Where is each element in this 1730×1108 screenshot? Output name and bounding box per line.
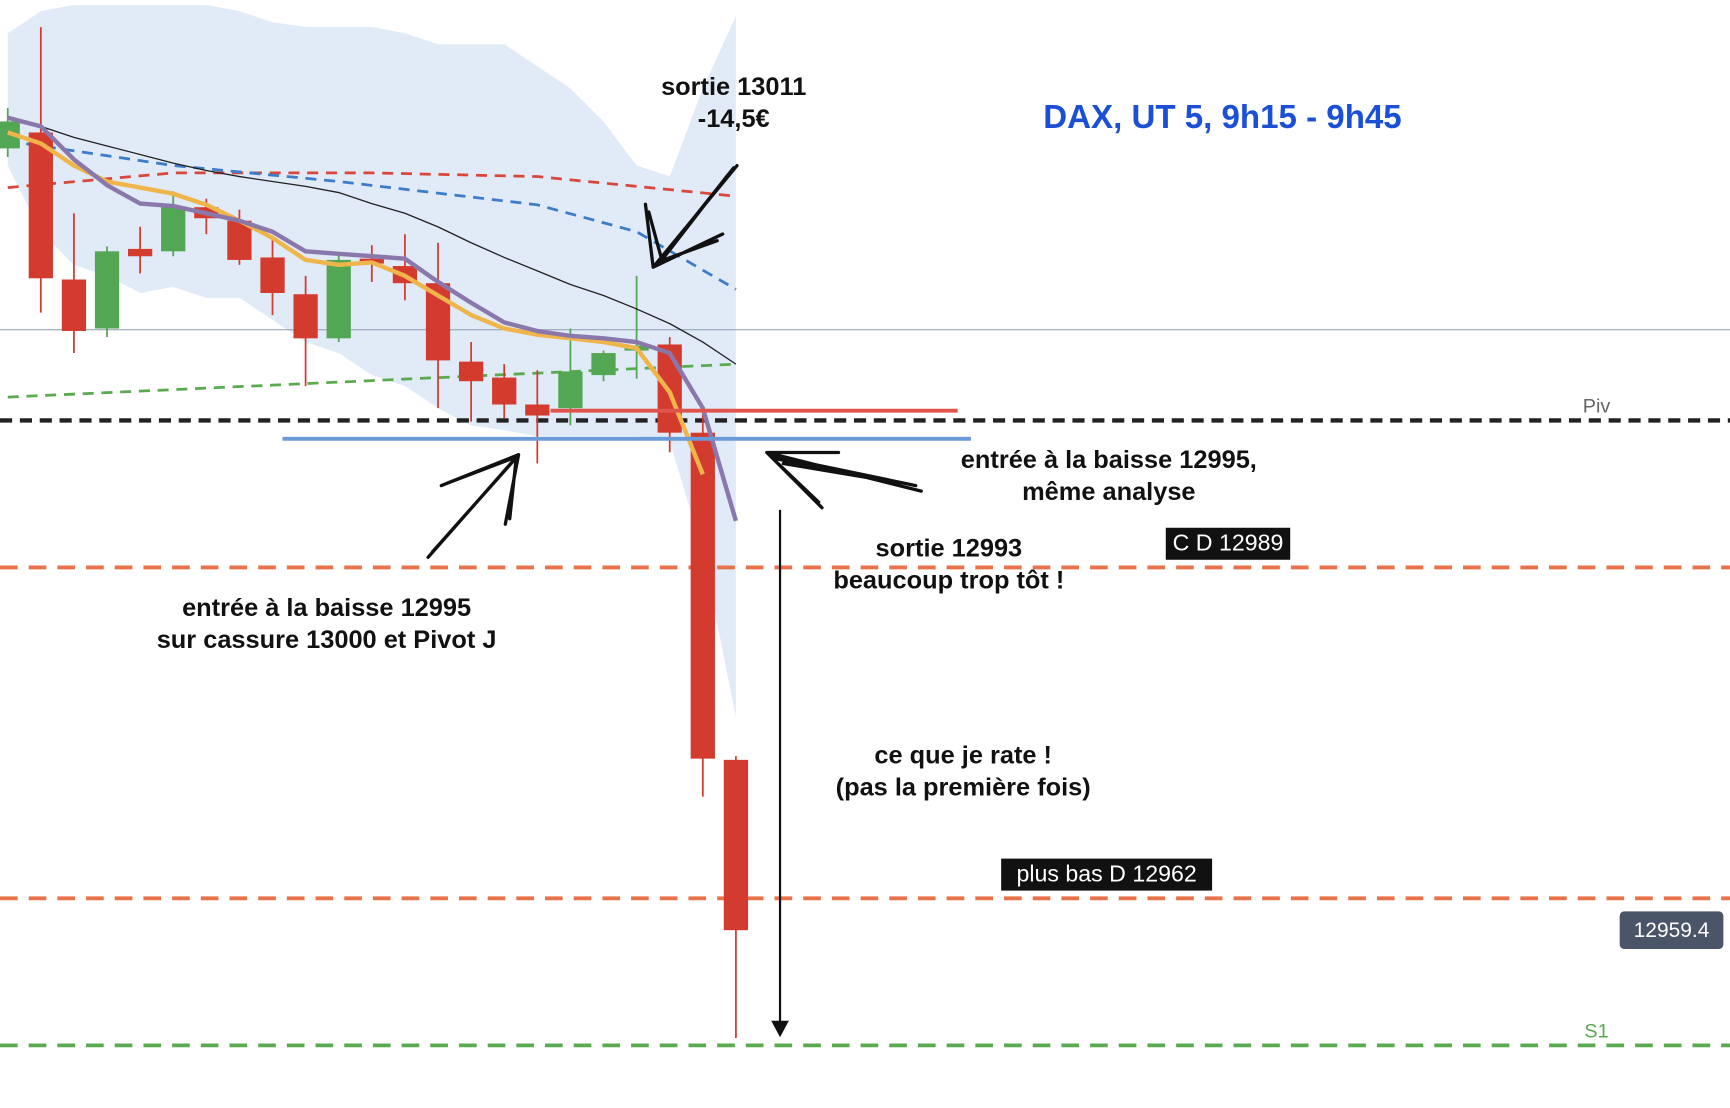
moving-average	[7, 118, 737, 365]
scribble-arrow	[426, 453, 521, 559]
candle-body	[28, 132, 53, 279]
level-label-box	[1001, 858, 1213, 891]
annotation: entrée à la baisse 12995,	[961, 446, 1257, 474]
level-label: C D 12989	[1173, 529, 1284, 555]
hand-drawn-arrows	[426, 163, 923, 1038]
level-label-box	[1165, 527, 1291, 560]
last-price-label: 12959.4	[1634, 919, 1710, 942]
level-label: S1	[1584, 1020, 1608, 1042]
annotation: entrée à la baisse 12995	[182, 594, 471, 622]
candle-body	[127, 248, 153, 257]
candle-body	[94, 251, 120, 329]
candle-body	[161, 207, 186, 252]
annotation: beaucoup trop tôt !	[833, 566, 1064, 594]
scribble-arrow	[643, 163, 739, 269]
candle-body	[690, 432, 715, 759]
arrow-head	[771, 1020, 789, 1038]
candle-body	[293, 294, 318, 339]
candle-body	[525, 404, 550, 416]
dashed-line	[7, 139, 737, 291]
level-label: Piv	[1583, 395, 1611, 417]
annotation: sortie 12993	[876, 534, 1023, 562]
chart-title: DAX, UT 5, 9h15 - 9h45	[1043, 99, 1401, 136]
band-area	[7, 4, 736, 717]
candle-body	[657, 344, 682, 433]
level-label: plus bas D 12962	[1017, 860, 1197, 886]
moving-average	[7, 115, 739, 522]
annotation: ce que je rate !	[874, 742, 1052, 770]
dashed-line	[7, 171, 737, 198]
candle-body	[61, 279, 87, 331]
annotation: sortie 13011	[661, 73, 806, 101]
moving-average	[7, 130, 705, 476]
labels: Piv C D 12989 plus bas D 12962 S1 12959.4 sor…	[157, 73, 1724, 1042]
annotation: -14,5€	[698, 105, 770, 133]
candle-body	[326, 259, 351, 339]
scribble-arrow	[765, 450, 923, 510]
candle-body	[591, 353, 616, 376]
plot	[0, 4, 1730, 1048]
last-price-box	[1619, 911, 1724, 949]
candle-body	[558, 371, 583, 409]
annotation: même analyse	[1022, 478, 1195, 506]
annotation: (pas la première fois)	[836, 774, 1091, 802]
annotation: sur cassure 13000 et Pivot J	[157, 626, 497, 654]
candle-body	[260, 257, 285, 293]
candle-body	[458, 361, 484, 382]
candle-body	[492, 377, 517, 405]
candle-body	[723, 759, 749, 931]
